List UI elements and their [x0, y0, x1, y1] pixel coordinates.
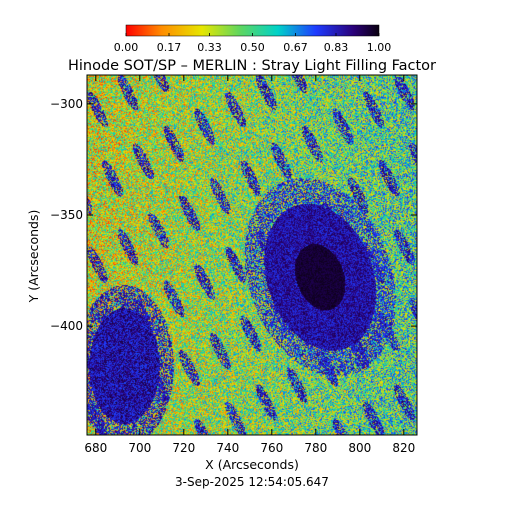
chart-title: Hinode SOT/SP – MERLIN : Stray Light Fil…	[68, 58, 436, 74]
timestamp: 3-Sep-2025 12:54:05.647	[175, 475, 329, 489]
colorbar-tick-label: 0.00	[114, 41, 139, 54]
colorbar-tick-label: 0.33	[197, 41, 222, 54]
y-tick-label: −400	[50, 319, 83, 333]
y-axis-ticks: −300 −350 −400	[50, 97, 417, 333]
colorbar-tick-label: 1.00	[367, 41, 392, 54]
colorbar-tick-label: 0.50	[240, 41, 265, 54]
heatmap-raster	[87, 75, 417, 435]
colorbar-tick-labels: 0.00 0.17 0.33 0.50 0.67 0.83 1.00	[114, 41, 392, 54]
colorbar-tick-label: 0.17	[157, 41, 182, 54]
x-tick-label: 760	[260, 441, 283, 455]
y-tick-label: −350	[50, 208, 83, 222]
x-tick-label: 820	[392, 441, 415, 455]
x-tick-label: 740	[216, 441, 239, 455]
x-tick-label: 680	[84, 441, 107, 455]
y-axis-label: Y (Arcseconds)	[26, 210, 41, 304]
heatmap-image	[87, 75, 417, 435]
x-tick-label: 780	[304, 441, 327, 455]
colorbar: 0.00 0.17 0.33 0.50 0.67 0.83 1.00	[114, 24, 392, 54]
colorbar-tick-label: 0.67	[283, 41, 308, 54]
y-tick-label: −300	[50, 97, 83, 111]
colorbar-ticks	[125, 33, 380, 36]
plot-frame	[86, 74, 418, 436]
x-axis-ticks: 680 700 720 740 760 780 800 820	[84, 75, 415, 455]
x-axis-label: X (Arcseconds)	[205, 457, 299, 472]
x-tick-label: 700	[128, 441, 151, 455]
x-tick-label: 800	[348, 441, 371, 455]
plot-area: 680 700 720 740 760 780 800 820 −300 −350 −400	[50, 74, 418, 455]
colorbar-tick-label: 0.83	[324, 41, 349, 54]
x-tick-label: 720	[172, 441, 195, 455]
